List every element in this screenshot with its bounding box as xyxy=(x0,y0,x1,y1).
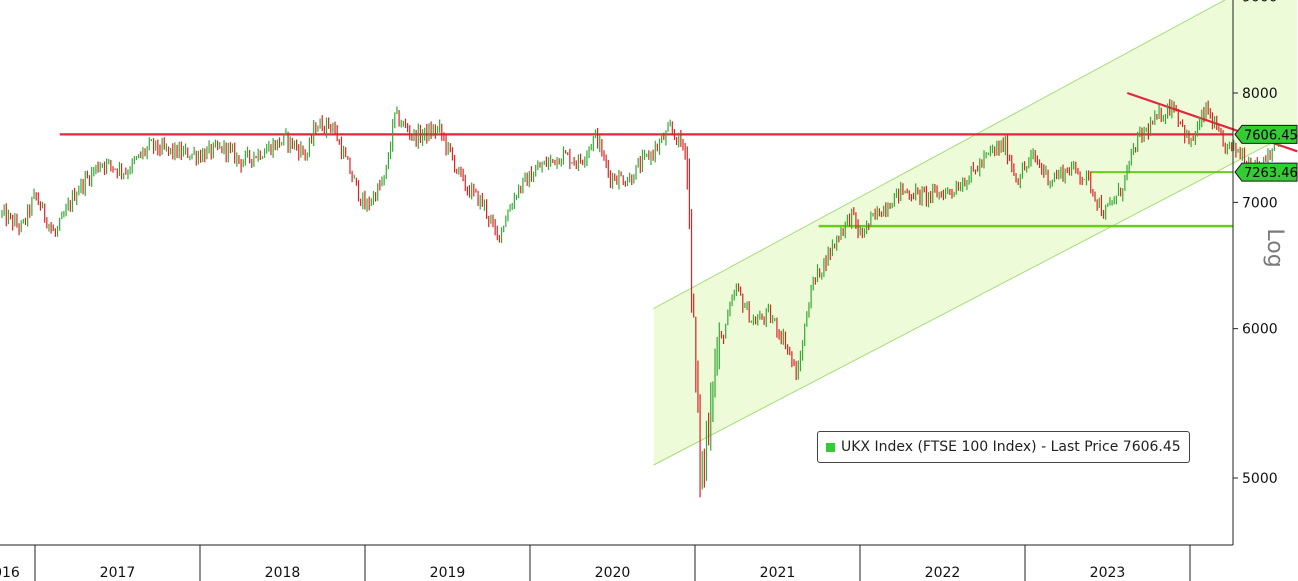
x-tick-label: 2021 xyxy=(760,565,796,581)
x-tick-label: 2018 xyxy=(265,565,301,581)
x-ticks: 2016 2017 2018 2019 2020 2021 2022 2023 xyxy=(0,545,1191,581)
price-tag-label: 7263.46 xyxy=(1244,166,1298,181)
x-tick-label: 2023 xyxy=(1090,565,1126,581)
legend-text: UKX Index (FTSE 100 Index) - Last Price … xyxy=(841,439,1181,455)
y-axis-title: Log xyxy=(1262,228,1287,267)
y-tick-label: 5000 xyxy=(1242,471,1278,487)
channel-lower-line xyxy=(653,129,1298,466)
y-tick-label: 7000 xyxy=(1242,195,1278,211)
trend-channel xyxy=(653,0,1298,466)
legend-swatch xyxy=(826,442,835,452)
axes xyxy=(0,0,1234,546)
chart-legend: UKX Index (FTSE 100 Index) - Last Price … xyxy=(817,431,1190,463)
x-tick-label: 2019 xyxy=(430,565,466,581)
y-tick-label: 8000 xyxy=(1242,86,1278,102)
x-tick-label: 2022 xyxy=(925,565,961,581)
y-tick-label: 9000 xyxy=(1242,0,1278,6)
x-tick-label: 2016 xyxy=(0,565,20,581)
x-tick-label: 2017 xyxy=(100,565,136,581)
price-tag xyxy=(1234,124,1298,144)
x-tick-label: 2020 xyxy=(595,565,631,581)
candlestick-series xyxy=(1,99,1282,498)
channel-fill xyxy=(653,0,1298,465)
price-tag-label: 7606.45 xyxy=(1244,128,1298,143)
y-ticks: 5000 6000 7000 8000 9000 xyxy=(1233,0,1278,487)
price-tags: 7606.45 7263.46 xyxy=(1234,124,1298,182)
y-tick-label: 6000 xyxy=(1242,322,1278,338)
price-tag xyxy=(1234,162,1298,182)
